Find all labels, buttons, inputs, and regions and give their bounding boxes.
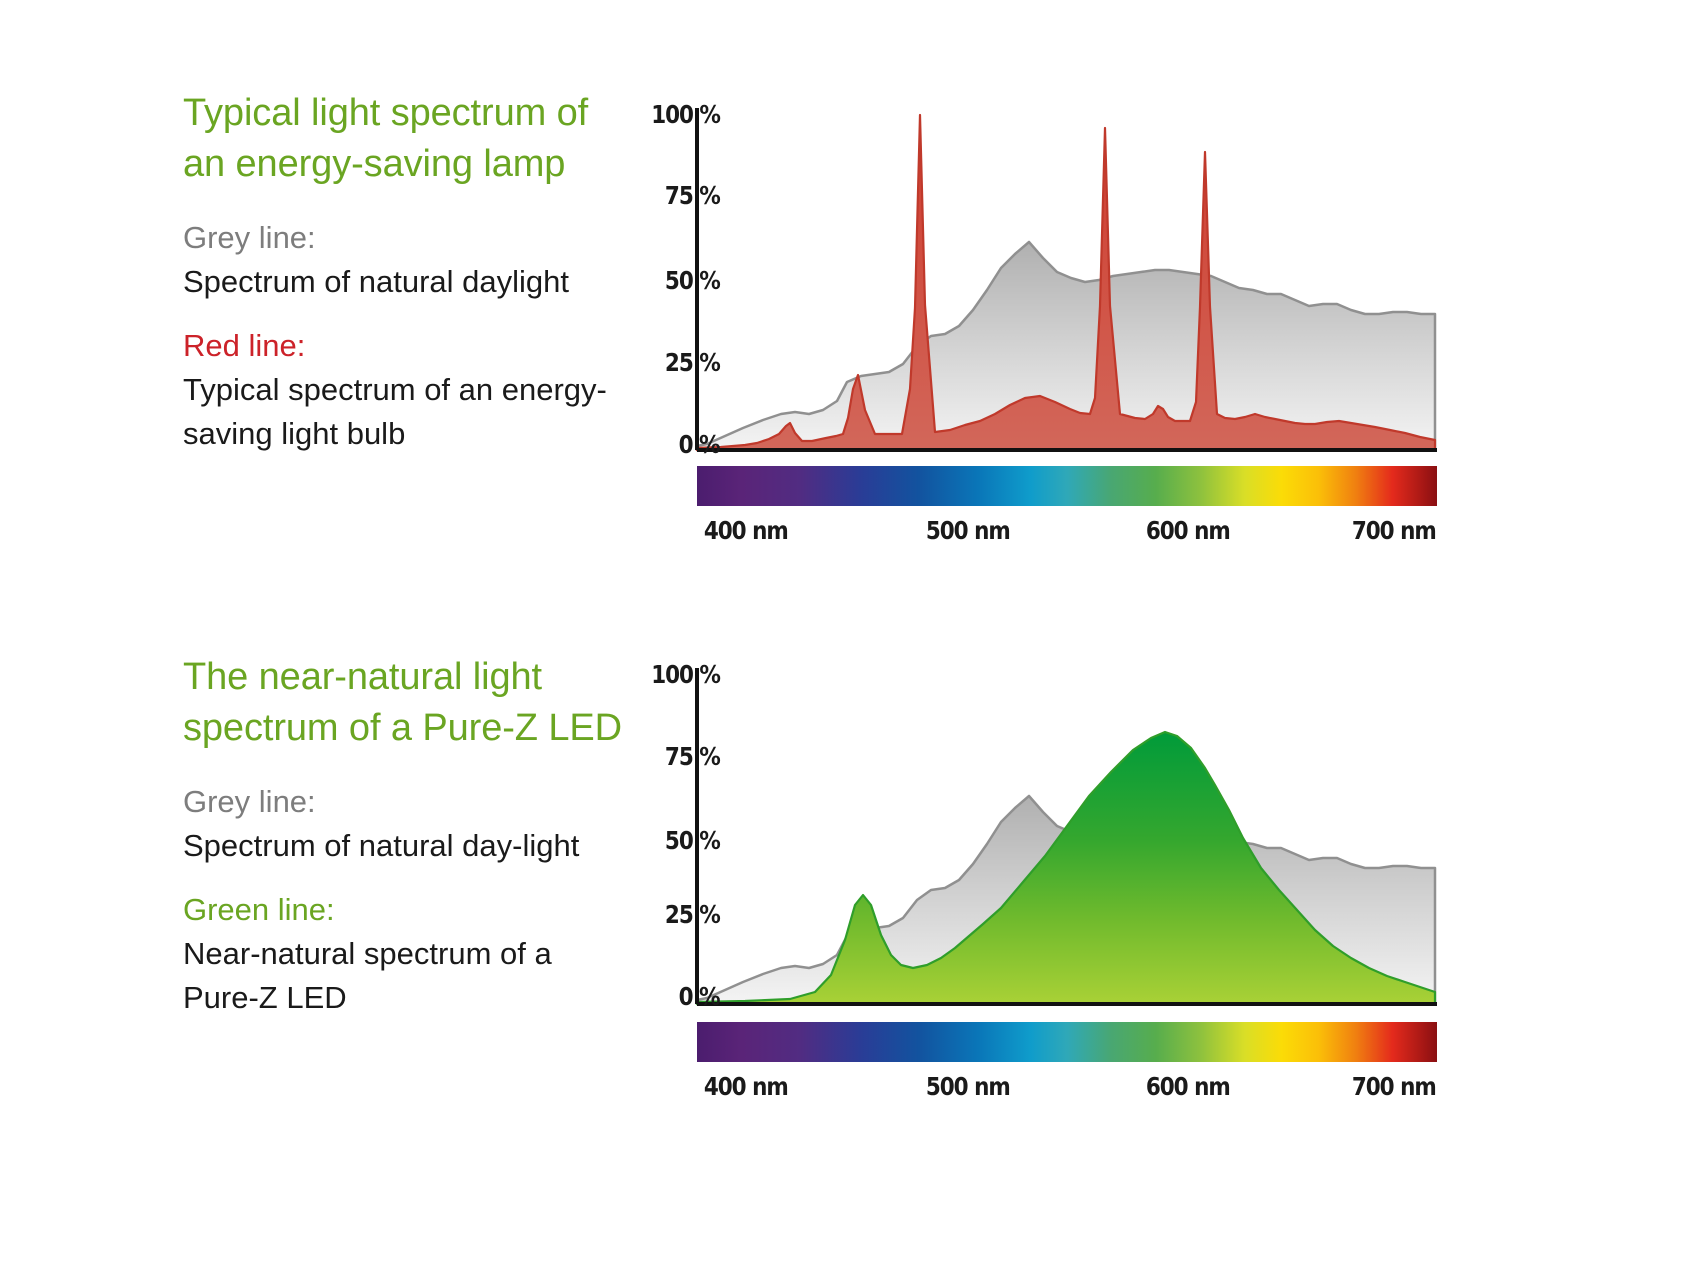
xtick-label: 600 nm (1145, 1072, 1231, 1101)
panel-energy-saving-lamp: Typical light spectrum of an energy-savi… (0, 0, 1700, 600)
spectrum-svg-1 (695, 108, 1437, 506)
ytick-label: 25 % (665, 348, 721, 377)
ytick-label: 0 % (679, 430, 721, 459)
legend-entry-grey-1: Grey line: Spectrum of natural daylight (183, 216, 623, 304)
xtick-label: 400 nm (703, 1072, 789, 1101)
text-column-2: The near-natural light spectrum of a Pur… (183, 600, 623, 1200)
xtick-label: 500 nm (925, 516, 1011, 545)
page-title: Typical light spectrum of an energy-savi… (183, 92, 589, 185)
led-spectrum-area (695, 730, 1437, 1006)
legend-entry-green-2: Green line: Near-natural spectrum of a P… (183, 888, 623, 1020)
ytick-label: 100 % (651, 660, 721, 689)
ytick-label: 50 % (665, 826, 721, 855)
xtick-label: 500 nm (925, 1072, 1011, 1101)
legend-body-red: Typical spectrum of an energy-saving lig… (183, 372, 607, 451)
chart-column-1: 100 % 75 % 50 % 25 % 0 % (645, 0, 1445, 600)
chart-pure-z-led: 100 % 75 % 50 % 25 % 0 % (645, 600, 1445, 1120)
ytick-label: 100 % (651, 100, 721, 129)
ytick-label: 0 % (679, 982, 721, 1011)
visible-spectrum-bar (697, 466, 1437, 506)
xtick-label: 700 nm (1351, 1072, 1437, 1101)
legend-title-red: Red line: (183, 328, 306, 363)
text-column-1: Typical light spectrum of an energy-savi… (183, 0, 623, 600)
cfl-spectrum-area (695, 113, 1437, 452)
legend-title-grey: Grey line: (183, 220, 316, 255)
ytick-label: 75 % (665, 742, 721, 771)
chart-column-2: 100 % 75 % 50 % 25 % 0 % (645, 600, 1445, 1200)
legend-body-grey: Spectrum of natural daylight (183, 264, 569, 299)
spectrum-svg-2 (695, 668, 1437, 1062)
legend-body-grey: Spectrum of natural day-light (183, 828, 580, 863)
panel-pure-z-led: The near-natural light spectrum of a Pur… (0, 600, 1700, 1200)
ytick-label: 25 % (665, 900, 721, 929)
visible-spectrum-bar (697, 1022, 1437, 1062)
ytick-label: 50 % (665, 266, 721, 295)
daylight-area (695, 240, 1437, 452)
ytick-label: 75 % (665, 181, 721, 210)
legend-body-green: Near-natural spectrum of a Pure-Z LED (183, 936, 552, 1015)
chart-energy-saving-lamp: 100 % 75 % 50 % 25 % 0 % (645, 0, 1445, 560)
legend-title-grey: Grey line: (183, 784, 316, 819)
xtick-label: 400 nm (703, 516, 789, 545)
legend-entry-red-1: Red line: Typical spectrum of an energy-… (183, 324, 623, 456)
legend-title-green: Green line: (183, 892, 335, 927)
legend-entry-grey-2: Grey line: Spectrum of natural day-light (183, 780, 623, 868)
xtick-label: 600 nm (1145, 516, 1231, 545)
page-title: The near-natural light spectrum of a Pur… (183, 656, 622, 749)
xtick-label: 700 nm (1351, 516, 1437, 545)
